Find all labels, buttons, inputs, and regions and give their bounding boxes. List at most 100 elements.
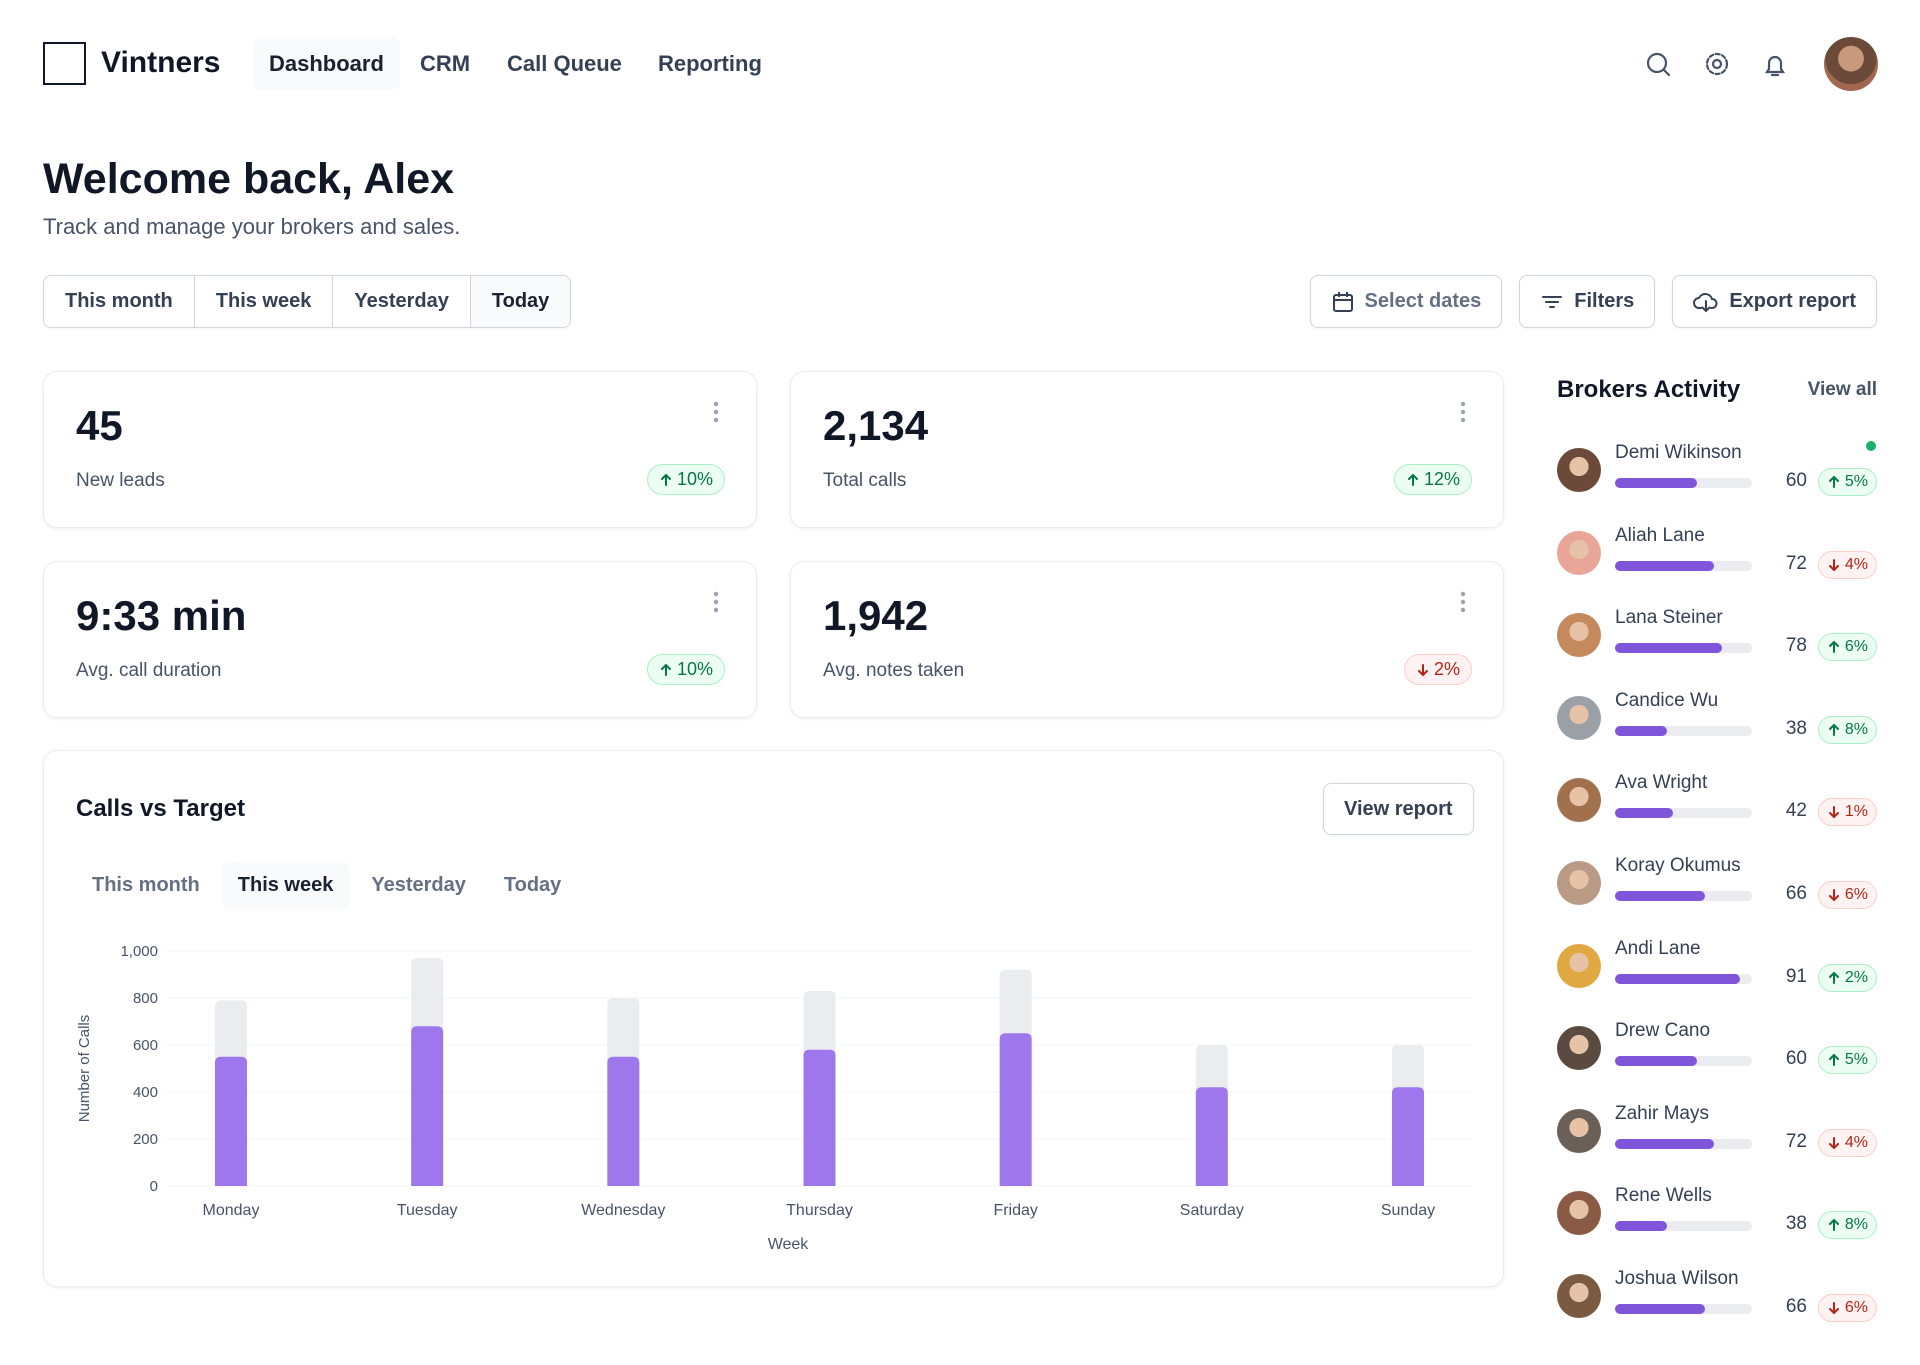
trend-arrow [1828, 1218, 1839, 1232]
arrow [1417, 663, 1428, 676]
nav-link[interactable]: Reporting [658, 51, 762, 76]
view-all-link[interactable]: View all [1807, 379, 1877, 400]
arrow [1828, 806, 1839, 819]
progress-track [1615, 1138, 1752, 1149]
progress-fill [1615, 891, 1706, 901]
chart: 0 200 400 600 800 1,000 Number of Calls Week Mon… [76, 943, 1473, 1253]
nav-link[interactable]: CRM [420, 51, 471, 76]
x-axis-label: Week [768, 1236, 810, 1253]
change-text: 1% [1844, 803, 1868, 821]
broker-value: 66 [1785, 1296, 1807, 1317]
progress-fill [1615, 560, 1714, 571]
range-tab[interactable]: Today [470, 276, 571, 327]
arrow [1828, 1302, 1839, 1315]
filters-button[interactable]: Filters [1519, 275, 1656, 328]
chart-card: Calls vs Target View report This month Th… [43, 750, 1504, 1287]
bar [607, 1056, 640, 1186]
progress-fill [1615, 1138, 1714, 1149]
arrow [1828, 640, 1839, 654]
progress-track [1615, 643, 1752, 654]
change-badge: 6% [1817, 633, 1877, 662]
progress-fill [1615, 725, 1668, 736]
range-tab[interactable]: This week [195, 276, 334, 327]
trend-arrow [1828, 1136, 1839, 1150]
broker-row[interactable]: Aliah Lane 72 4% [1557, 525, 1877, 595]
stat-value: 1,942 [823, 592, 929, 639]
broker-row[interactable]: Rene Wells 38 8% [1557, 1185, 1877, 1255]
nav-link[interactable]: Call Queue [507, 51, 622, 76]
progress-fill [1615, 478, 1698, 488]
broker-value: 72 [1785, 552, 1807, 574]
broker-row[interactable]: Candice Wu 38 8% [1557, 690, 1877, 760]
chart-tab[interactable]: Today [503, 874, 562, 896]
search-icon[interactable] [1646, 52, 1668, 74]
change-text: 6% [1844, 886, 1868, 903]
chart-tab[interactable]: Yesterday [371, 874, 466, 896]
calendar-icon [1332, 291, 1353, 312]
logo [43, 42, 86, 85]
progress-track [1615, 1304, 1752, 1314]
range-tab[interactable]: This month [44, 276, 195, 327]
broker-row[interactable]: Joshua Wilson 66 6% [1557, 1268, 1877, 1338]
broker-avatar [1557, 861, 1601, 905]
broker-row[interactable]: Ava Wright 42 1% [1557, 772, 1877, 842]
broker-row[interactable]: Drew Cano 60 5% [1557, 1020, 1877, 1090]
arrow [1407, 473, 1418, 486]
button-label: Filters [1574, 290, 1635, 312]
progress-track [1615, 973, 1752, 984]
nav-link[interactable]: Dashboard [253, 37, 400, 90]
broker-avatar [1557, 1274, 1601, 1318]
bar [215, 1056, 247, 1186]
arrow [1828, 1053, 1839, 1067]
broker-avatar [1557, 448, 1601, 492]
trend-arrow [1828, 1302, 1839, 1315]
chart-tab[interactable]: This month [92, 874, 200, 896]
stat-card: 2,134 Total calls 12% [790, 371, 1504, 528]
broker-row[interactable]: Zahir Mays 72 4% [1557, 1103, 1877, 1173]
bar [411, 1026, 444, 1186]
trend-arrow [660, 473, 671, 486]
y-tick-label: 400 [133, 1084, 158, 1101]
broker-row[interactable]: Lana Steiner 78 6% [1557, 607, 1877, 677]
change-text: 8% [1844, 720, 1868, 738]
chart-title: Calls vs Target [76, 795, 245, 822]
stat-label: New leads [76, 470, 165, 491]
broker-value: 78 [1785, 635, 1807, 657]
trend-arrow [1828, 806, 1839, 819]
dot [713, 607, 719, 613]
user-avatar[interactable] [1824, 37, 1878, 91]
more-menu [1460, 401, 1466, 423]
download-icon [1693, 292, 1718, 312]
broker-row[interactable]: Demi Wikinson 60 5% [1557, 442, 1877, 512]
bell-icon[interactable] [1764, 55, 1786, 77]
broker-name: Koray Okumus [1615, 855, 1741, 876]
broker-name: Lana Steiner [1615, 607, 1723, 629]
more-menu [713, 591, 719, 613]
page-subtitle: Track and manage your brokers and sales. [43, 214, 461, 239]
chart-tab[interactable]: This week [221, 861, 350, 909]
select-dates-button[interactable]: Select dates [1309, 275, 1503, 328]
broker-avatar [1557, 1191, 1601, 1236]
change-badge: 8% [1817, 715, 1877, 744]
broker-value: 38 [1785, 1213, 1807, 1235]
dot [713, 409, 719, 415]
broker-name: Rene Wells [1615, 1185, 1712, 1207]
dot [713, 417, 719, 423]
broker-name: Drew Cano [1615, 1020, 1711, 1042]
settings-icon[interactable] [1711, 58, 1723, 70]
change-badge: 1% [1817, 798, 1877, 827]
broker-row[interactable]: Koray Okumus 66 6% [1557, 855, 1877, 925]
range-tabs: This month This week Yesterday Today [43, 275, 572, 328]
stat-card: 9:33 min Avg. call duration 10% [43, 561, 757, 718]
y-tick-label: 800 [133, 990, 158, 1007]
progress-track [1615, 478, 1752, 488]
range-tab[interactable]: Yesterday [333, 276, 471, 327]
y-axis-label: Number of Calls [76, 1015, 93, 1123]
change-badge: 5% [1817, 468, 1877, 496]
trend-arrow [1828, 475, 1839, 488]
broker-value: 42 [1785, 800, 1807, 822]
progress-track [1615, 1221, 1752, 1232]
broker-row[interactable]: Andi Lane 91 2% [1557, 938, 1877, 1008]
view-report-button[interactable]: View report [1323, 783, 1474, 835]
export-button[interactable]: Export report [1672, 275, 1877, 328]
